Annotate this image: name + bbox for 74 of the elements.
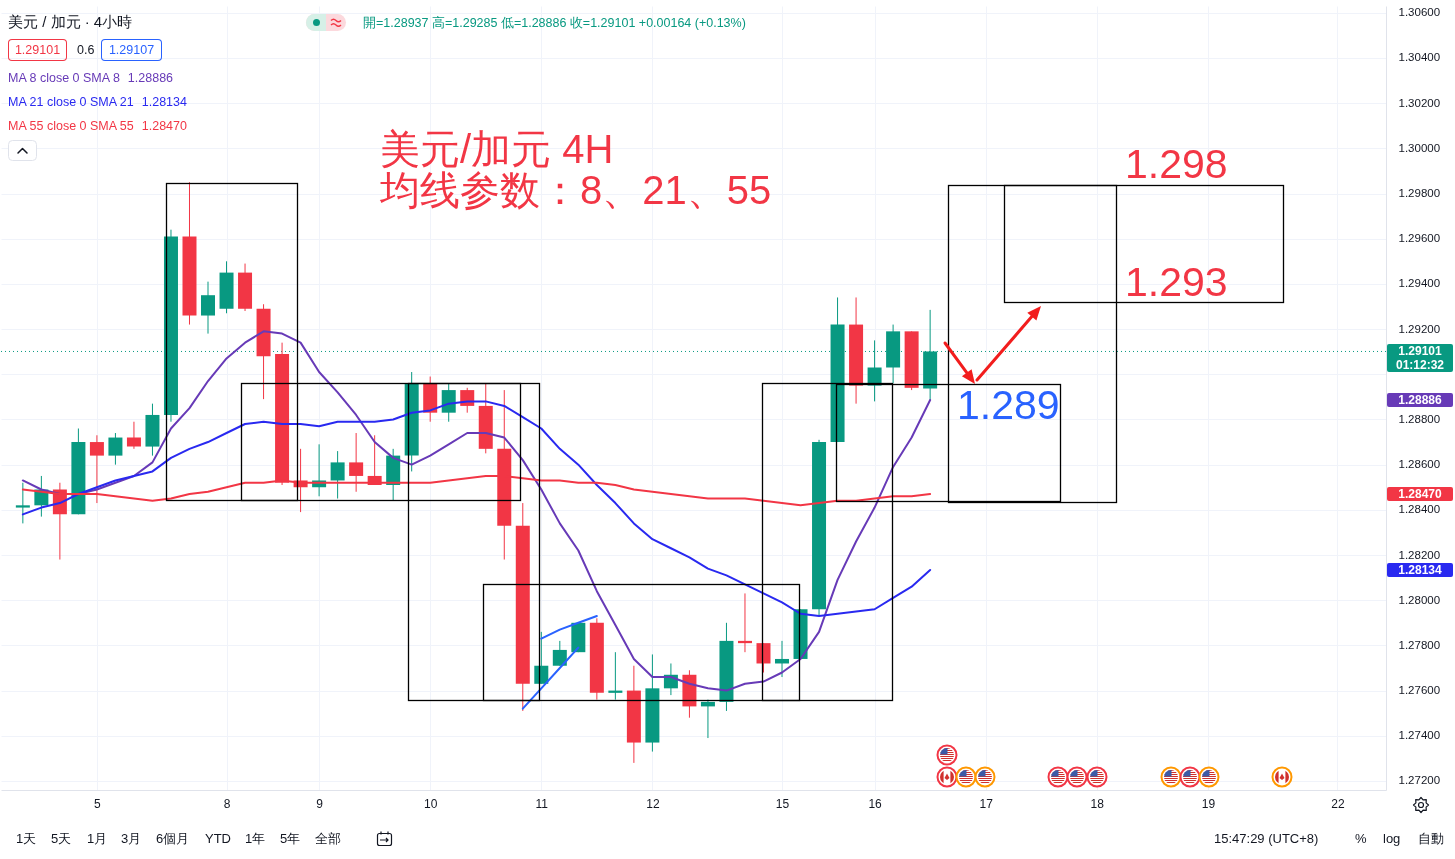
annotation: 1.28134 [141,94,187,109]
y-tick-label: 1.27200 [1398,774,1441,787]
ref-line-label: 01:12:32 [1394,358,1445,373]
y-tick-label: 1.28800 [1398,412,1441,425]
candlestick [441,382,456,423]
annotation: 0.6 [77,42,95,58]
text: 全部 [315,830,341,847]
x-tick-label: 11 [535,796,549,811]
line-series [521,646,580,710]
candlestick [201,281,216,335]
text: 1天 [16,830,37,847]
y-tick-label: 1.29400 [1398,277,1441,290]
text: 1月 [87,830,108,847]
text: 1.28134 [1387,562,1453,577]
y-tick-label: 1.28200 [1398,548,1441,561]
y-tick-label: 1.27600 [1398,684,1441,697]
y-tick-label: 1.29600 [1398,232,1441,245]
candlestick [126,421,141,450]
text: 1.28886 [1387,393,1453,408]
annotation: 1.28886 [127,70,174,85]
text: log [1383,830,1401,847]
x-tick-label: 5 [94,796,102,811]
x-tick-label: 19 [1201,796,1216,811]
candlestick [552,640,567,667]
text: 1.29101 [1398,344,1442,359]
text: 5年 [280,830,301,847]
annotation: 均线参数：8、21、55 [380,168,772,213]
y-tick-label: 1.27800 [1398,638,1441,651]
text: 5天 [51,830,72,847]
x-tick-label: 10 [424,796,438,811]
text: 15:47:29 (UTC+8) [1214,830,1319,847]
y-tick-label: 1.28400 [1398,503,1441,516]
line-series [21,330,932,692]
y-tick-label: 1.30200 [1398,96,1441,109]
annotation: 美元/加元 4H [380,126,614,171]
annotation: 1.28470 [141,118,187,133]
text: YTD [205,830,231,847]
candlestick [330,450,345,500]
y-tick-label: 1.29200 [1398,322,1441,335]
annotation: 1.293 [1125,259,1228,307]
y-tick-label: 1.30400 [1398,51,1441,64]
line-series [540,615,598,640]
x-tick-label: 18 [1090,796,1105,811]
x-tick-label: 15 [775,796,790,811]
x-tick-label: 22 [1331,796,1345,811]
text: 自動 [1418,830,1444,847]
x-tick-label: 17 [979,796,994,811]
candlestick [15,482,30,524]
y-tick-label: 1.27400 [1398,729,1441,742]
price-button: 1.29107 [101,39,162,61]
annotation: 1.298 [1125,141,1228,189]
candlestick [108,432,123,466]
y-tick-label: 1.28000 [1398,593,1441,606]
x-tick-label: 9 [316,796,324,811]
text: MA 21 close 0 SMA 21 [8,94,134,109]
x-tick-label: 8 [223,796,231,811]
candlestick [756,642,771,674]
y-tick-label: 1.28600 [1398,458,1441,471]
text: MA 55 close 0 SMA 55 [8,118,134,133]
annotation: 1.289 [957,382,1060,430]
price-button: 1.29101 [8,39,67,61]
text: 3月 [121,830,142,847]
y-tick-label: 1.30000 [1398,141,1441,154]
text: MA 8 close 0 SMA 8 [8,70,120,85]
text: 美元 / 加元 · 4小時 [8,13,133,31]
y-tick-label: 1.29800 [1398,187,1441,200]
text: 1年 [245,830,266,847]
x-tick-label: 16 [868,796,883,811]
text: % [1355,830,1367,847]
text: 6個月 [156,830,190,847]
annotation: 開=1.28937 高=1.29285 低=1.28886 收=1.29101 +0.00164 (+0.13%) [363,15,746,31]
text: 1.28470 [1387,487,1453,502]
x-tick-label: 12 [646,796,660,811]
y-tick-label: 1.30600 [1398,6,1441,19]
